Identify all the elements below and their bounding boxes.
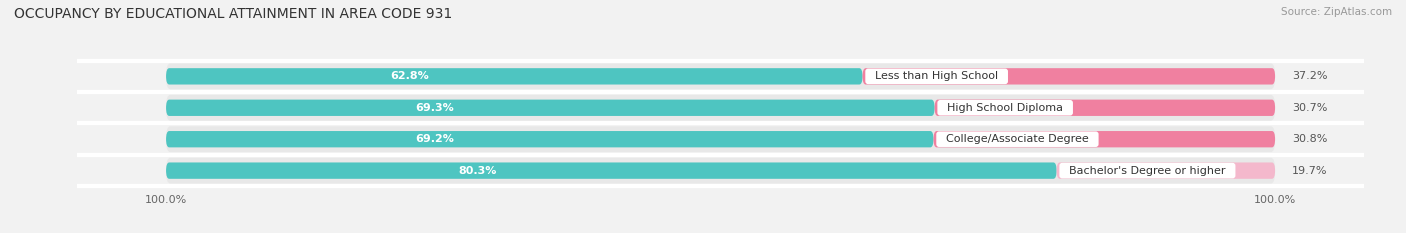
FancyBboxPatch shape (166, 162, 1057, 179)
Text: 30.7%: 30.7% (1292, 103, 1327, 113)
FancyBboxPatch shape (166, 95, 1275, 121)
Text: Bachelor's Degree or higher: Bachelor's Degree or higher (1062, 166, 1233, 176)
Text: 80.3%: 80.3% (458, 166, 496, 176)
Text: Source: ZipAtlas.com: Source: ZipAtlas.com (1281, 7, 1392, 17)
FancyBboxPatch shape (166, 99, 935, 116)
FancyBboxPatch shape (166, 126, 1275, 152)
FancyBboxPatch shape (166, 68, 862, 85)
FancyBboxPatch shape (935, 99, 1275, 116)
Text: 37.2%: 37.2% (1292, 71, 1327, 81)
FancyBboxPatch shape (166, 63, 1275, 89)
FancyBboxPatch shape (166, 131, 934, 147)
FancyBboxPatch shape (934, 131, 1275, 147)
Text: College/Associate Degree: College/Associate Degree (939, 134, 1095, 144)
Text: 69.2%: 69.2% (415, 134, 454, 144)
FancyBboxPatch shape (862, 68, 1275, 85)
Text: 69.3%: 69.3% (416, 103, 454, 113)
Text: Less than High School: Less than High School (868, 71, 1005, 81)
Text: High School Diploma: High School Diploma (941, 103, 1070, 113)
FancyBboxPatch shape (1057, 162, 1275, 179)
Text: 19.7%: 19.7% (1292, 166, 1327, 176)
Text: OCCUPANCY BY EDUCATIONAL ATTAINMENT IN AREA CODE 931: OCCUPANCY BY EDUCATIONAL ATTAINMENT IN A… (14, 7, 453, 21)
Text: 62.8%: 62.8% (391, 71, 429, 81)
Text: 30.8%: 30.8% (1292, 134, 1327, 144)
FancyBboxPatch shape (166, 158, 1275, 184)
